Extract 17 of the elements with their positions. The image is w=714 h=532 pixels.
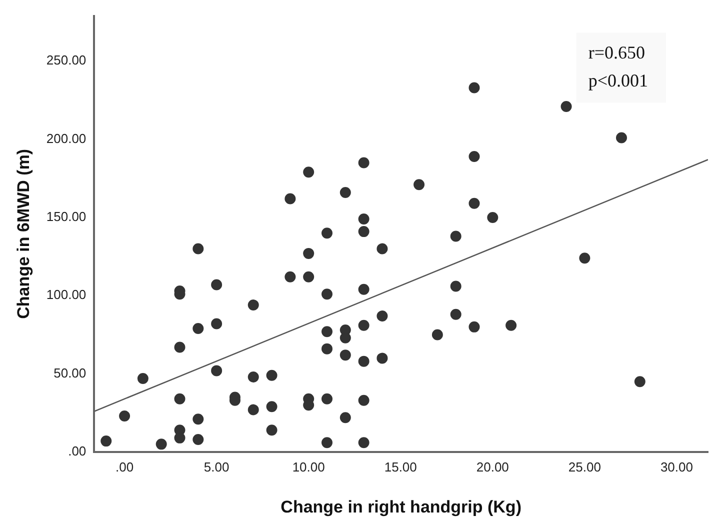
x-tick-label: 30.00 (660, 459, 693, 474)
x-tick-label: 10.00 (292, 459, 325, 474)
x-tick-label: 15.00 (384, 459, 417, 474)
y-tick-label: .00 (68, 444, 86, 459)
x-tick-label: .00 (115, 459, 134, 474)
annotation: p<0.001 (588, 70, 648, 91)
y-tick-label: 100.00 (46, 287, 86, 302)
y-tick-label: 50.00 (54, 365, 86, 380)
y-tick-label: 200.00 (46, 130, 86, 146)
annotation: r=0.650 (588, 42, 646, 63)
y-axis-title: Change in 6MWD (m) (14, 148, 33, 319)
y-tick-label: 250.00 (46, 52, 86, 68)
x-tick-label: 25.00 (568, 459, 601, 474)
y-tick-label: 150.00 (46, 209, 86, 224)
x-tick-label: 20.00 (476, 459, 509, 474)
x-tick-label: 5.00 (204, 459, 230, 474)
x-axis-title: Change in right handgrip (Kg) (280, 497, 522, 516)
